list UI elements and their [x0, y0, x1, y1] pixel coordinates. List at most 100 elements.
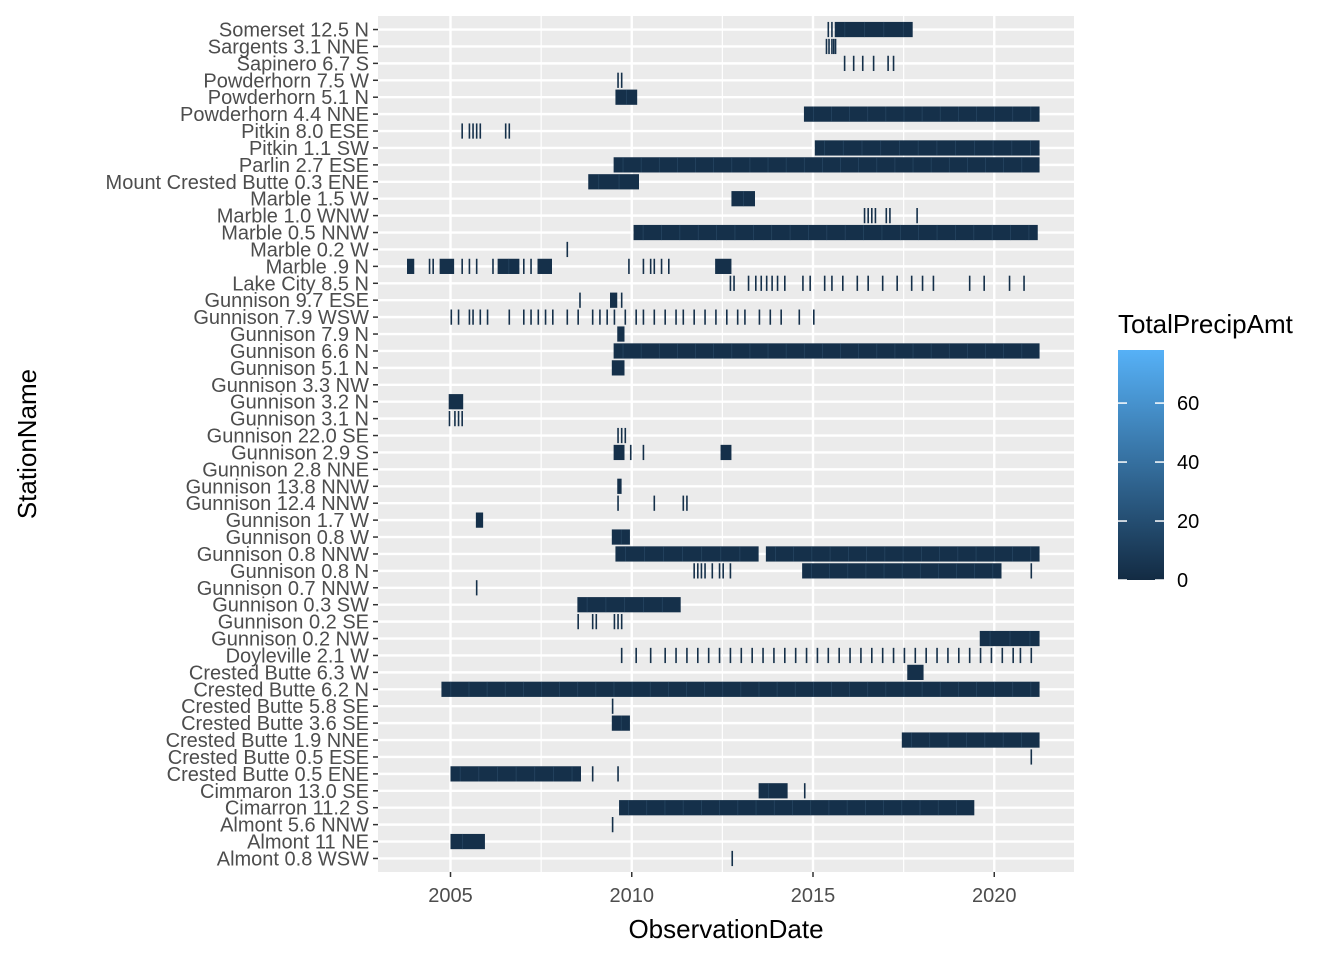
observation-tick [620, 72, 623, 88]
y-tick-label: Almont 11 NE [247, 832, 369, 854]
observation-block [448, 394, 464, 410]
observation-tick [733, 275, 735, 291]
observation-tick [849, 647, 851, 664]
observation-streak [866, 546, 867, 562]
observation-tick [707, 647, 710, 664]
observation-streak [682, 546, 683, 562]
observation-tick [729, 275, 732, 291]
observation-tick [579, 292, 581, 308]
observation-streak [661, 597, 663, 613]
observation-tick [771, 275, 773, 291]
observation-streak [1030, 106, 1032, 122]
legend: TotalPrecipAmt 0 20 40 60 [1118, 309, 1294, 592]
observation-streak [976, 106, 977, 122]
observation-streak [785, 157, 787, 173]
observation-tick [675, 647, 677, 664]
observation-streak [605, 597, 607, 613]
observation-block [613, 157, 1040, 173]
observation-tick [1023, 275, 1025, 291]
observation-tick [504, 123, 507, 139]
y-tick-label: Gunnison 0.3 SW [212, 595, 369, 617]
observation-tick [475, 123, 478, 139]
observation-block [758, 783, 788, 799]
observation-streak [902, 21, 904, 38]
observation-streak [929, 732, 931, 748]
observation-streak [1028, 224, 1030, 241]
observation-streak [828, 800, 830, 816]
observation-tick [885, 208, 888, 224]
observation-streak [686, 681, 687, 697]
observation-tick [990, 647, 993, 664]
observation-tick [816, 647, 819, 664]
observation-tick [617, 614, 619, 630]
observation-tick [624, 427, 627, 444]
observation-streak [840, 157, 841, 173]
observation-tick [896, 275, 898, 291]
y-tick-label: Crested Butte 0.5 ENE [167, 764, 369, 786]
observation-streak [767, 343, 769, 359]
observation-tick [874, 208, 877, 224]
observation-tick [660, 258, 663, 274]
observation-streak [813, 106, 814, 122]
observation-tick [867, 208, 869, 224]
observation-tick [686, 647, 688, 664]
observation-streak [577, 681, 579, 697]
observation-tick [537, 309, 540, 325]
y-tick-label: Marble 0.5 NNW [221, 223, 369, 245]
observation-streak [1030, 140, 1031, 156]
observation-tick [828, 38, 830, 55]
y-tick-label: Gunnison 2.9 S [231, 442, 369, 464]
y-tick-label: Crested Butte 0.5 ESE [168, 747, 369, 769]
observation-block [633, 224, 1038, 241]
observation-tick [860, 647, 862, 664]
observation-tick [887, 55, 889, 71]
observation-streak [450, 681, 452, 697]
observation-tick [802, 275, 804, 291]
observation-streak [956, 563, 957, 579]
observation-streak [701, 546, 703, 562]
observation-streak [658, 157, 660, 173]
observation-streak [713, 343, 715, 359]
y-tick-label: Gunnison 5.1 N [230, 358, 369, 380]
observation-streak [849, 681, 850, 697]
observation-streak [1012, 106, 1014, 122]
observation-streak [631, 681, 633, 697]
observation-streak [824, 140, 825, 156]
observation-streak [803, 343, 805, 359]
observation-streak [794, 681, 796, 697]
y-tick-label: Sapinero 6.7 S [237, 53, 369, 75]
observation-streak [515, 766, 517, 782]
legend-tick-label: 0 [1177, 570, 1188, 592]
observation-tick [450, 309, 453, 325]
observation-streak [984, 732, 986, 748]
observation-tick [693, 309, 695, 325]
observation-streak [829, 563, 831, 579]
y-tick-label: Gunnison 22.0 SE [207, 426, 369, 448]
observation-block [715, 258, 732, 274]
observation-streak [628, 800, 629, 816]
observation-tick [591, 614, 594, 630]
observation-streak [957, 546, 959, 562]
observation-streak [858, 343, 860, 359]
observation-streak [541, 681, 542, 697]
observation-tick [635, 309, 637, 325]
observation-streak [912, 157, 914, 173]
y-tick-label: Almont 0.8 WSW [217, 848, 369, 870]
observation-tick [611, 698, 614, 714]
observation-block [834, 21, 913, 38]
observation-streak [974, 563, 976, 579]
observation-tick [606, 309, 608, 325]
observation-tick [629, 444, 632, 461]
observation-tick [611, 817, 614, 833]
y-tick-label: Marble .9 N [266, 256, 369, 278]
observation-streak [1002, 732, 1004, 748]
observation-tick [832, 38, 835, 55]
y-tick-label: Crested Butte 1.9 NNE [166, 730, 369, 752]
observation-streak [967, 157, 968, 173]
observation-tick [530, 309, 532, 325]
observation-block [611, 360, 625, 376]
observation-streak [624, 597, 626, 613]
y-tick-label: Gunnison 3.1 N [230, 409, 369, 431]
observation-block [814, 140, 1040, 156]
observation-tick [889, 208, 891, 224]
